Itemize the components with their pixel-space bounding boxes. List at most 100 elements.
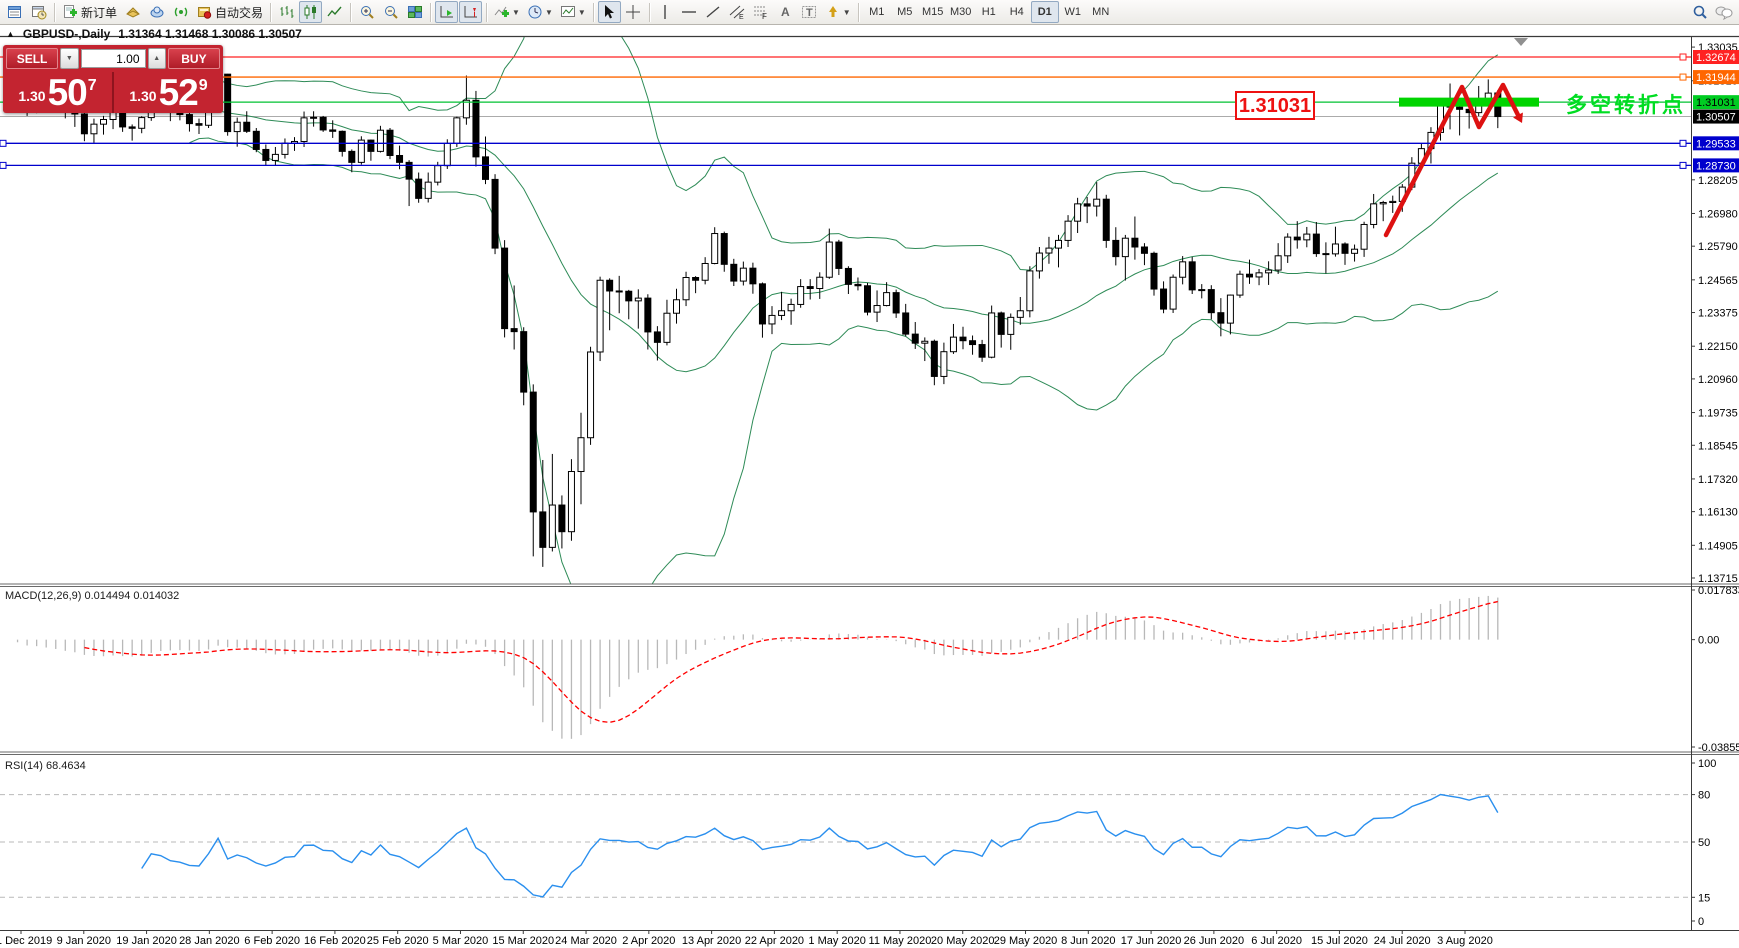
chart-shift-button[interactable] [459, 1, 483, 23]
volume-decrease-button[interactable]: ▼ [60, 48, 79, 69]
timeframe-h1[interactable]: H1 [981, 6, 996, 18]
price-label-box[interactable] [1235, 91, 1315, 120]
candle-bull [825, 241, 833, 278]
tile-windows-button[interactable] [403, 1, 426, 23]
timeframe-mn[interactable]: MN [1092, 6, 1110, 18]
new-order-button[interactable]: 新订单 [59, 1, 120, 23]
periods-button[interactable]: ▼ [524, 1, 556, 23]
timeframe-m15[interactable]: M15 [922, 6, 944, 18]
virtual-hosting-button[interactable] [145, 1, 168, 23]
ask-price-display[interactable]: 1.30 52 9 [114, 72, 223, 113]
bid-price-sup: 7 [87, 77, 97, 94]
date-tick-label: 15 Mar 2020 [492, 935, 554, 947]
autotrading-button[interactable]: 自动交易 [193, 1, 266, 23]
price-tag-text: 1.31031 [1696, 97, 1736, 109]
date-tick-label: 28 Jan 2020 [179, 935, 240, 947]
timeframe-group: M1 M5 M15 M30 H1 H4 D1 W1 MN [863, 1, 1115, 23]
cursor-icon [605, 5, 615, 19]
candle-bull [1074, 203, 1082, 222]
equidistant-channel-button[interactable]: E [726, 1, 749, 23]
crosshair-button[interactable] [622, 1, 645, 23]
chat-button[interactable] [1712, 1, 1736, 23]
metaeditor-button[interactable] [121, 1, 144, 23]
signals-button[interactable] [169, 1, 192, 23]
main-price-pane[interactable]: 1.31031 多空转折点 [0, 0, 1691, 606]
candle-bull [921, 340, 929, 344]
candle-bear [844, 267, 852, 285]
price-tick-label: 1.25790 [1698, 241, 1738, 253]
candle-bear [758, 283, 766, 325]
candle-bear [978, 344, 986, 358]
cursor-button[interactable] [597, 1, 621, 23]
vertical-line-button[interactable] [654, 1, 677, 23]
line-handle[interactable] [1679, 53, 1687, 61]
text-label-button[interactable]: T [798, 1, 821, 23]
zoom-in-button[interactable] [355, 1, 378, 23]
candle-bull [873, 305, 881, 313]
bollinger-middle-band [189, 107, 1499, 373]
timeframe-w1[interactable]: W1 [1064, 6, 1081, 18]
bar-chart-button[interactable] [275, 1, 298, 23]
indicators-button[interactable]: ▼ [491, 1, 523, 23]
price-tag [1693, 158, 1739, 173]
line-handle[interactable] [0, 161, 7, 169]
candle-bull [711, 233, 719, 264]
line-handle[interactable] [1679, 139, 1687, 147]
search-button[interactable] [1688, 1, 1711, 23]
chart-shift-marker[interactable] [1514, 38, 1528, 46]
date-tick-label: 22 Apr 2020 [745, 935, 804, 947]
candlestick-chart-button[interactable] [299, 1, 323, 23]
horizontal-line-button[interactable] [678, 1, 701, 23]
candle-bull [739, 267, 747, 282]
candle-bull [1026, 270, 1034, 312]
svg-text:E: E [739, 14, 744, 20]
trendline-button[interactable] [702, 1, 725, 23]
timeframe-h4[interactable]: H4 [1009, 6, 1024, 18]
line-handle[interactable] [1679, 161, 1687, 169]
date-tick-label: 24 Mar 2020 [555, 935, 617, 947]
timeframe-m30[interactable]: M30 [950, 6, 972, 18]
price-tag [1693, 50, 1739, 65]
macd-pane[interactable] [8, 595, 1499, 739]
timeframe-m1[interactable]: M1 [869, 6, 885, 18]
line-chart-button[interactable] [323, 1, 346, 23]
templates-button[interactable]: ▼ [557, 1, 589, 23]
line-handle[interactable] [0, 139, 7, 147]
candle-bull [949, 336, 957, 353]
turning-point-text[interactable]: 多空转折点 [1566, 93, 1686, 117]
horizontal-line-icon [682, 11, 697, 13]
auto-scroll-button[interactable] [435, 1, 459, 23]
candle-bull [1121, 237, 1129, 258]
arrows-button[interactable]: ▼ [822, 1, 854, 23]
price-tag-text: 1.31944 [1696, 72, 1736, 84]
collapse-panel-icon[interactable]: ▲ [6, 29, 15, 39]
zoom-out-button[interactable] [379, 1, 402, 23]
market-watch-button[interactable] [3, 1, 26, 23]
crosshair-icon [626, 5, 641, 19]
candle-bull [1179, 261, 1187, 278]
buy-button[interactable]: BUY [167, 48, 220, 69]
bid-price-display[interactable]: 1.30 50 7 [3, 72, 114, 113]
symbol-title: GBPUSD-,Daily [22, 27, 111, 41]
line-handle[interactable] [1679, 73, 1687, 81]
candle-bear [510, 328, 518, 333]
chart-shift-icon [464, 6, 477, 18]
candle-bull [673, 299, 680, 314]
candle-bear [644, 297, 652, 333]
sell-button[interactable]: SELL [6, 48, 59, 69]
data-window-button[interactable] [27, 1, 50, 23]
volume-increase-button[interactable]: ▲ [147, 48, 166, 69]
text-button[interactable]: A [774, 1, 797, 23]
volume-input[interactable] [80, 49, 146, 68]
rsi-pane[interactable] [0, 793, 1691, 898]
data-window-icon [31, 6, 46, 20]
candle-bull [587, 351, 595, 439]
templates-icon [560, 6, 575, 17]
timeframe-m5[interactable]: M5 [897, 6, 913, 18]
timeframe-d1[interactable]: D1 [1030, 1, 1059, 23]
zigzag-arrow[interactable] [1383, 82, 1521, 238]
fibonacci-button[interactable]: F [750, 1, 773, 23]
price-axis[interactable]: 1.330351.318101.282051.269801.257901.245… [1691, 42, 1739, 928]
